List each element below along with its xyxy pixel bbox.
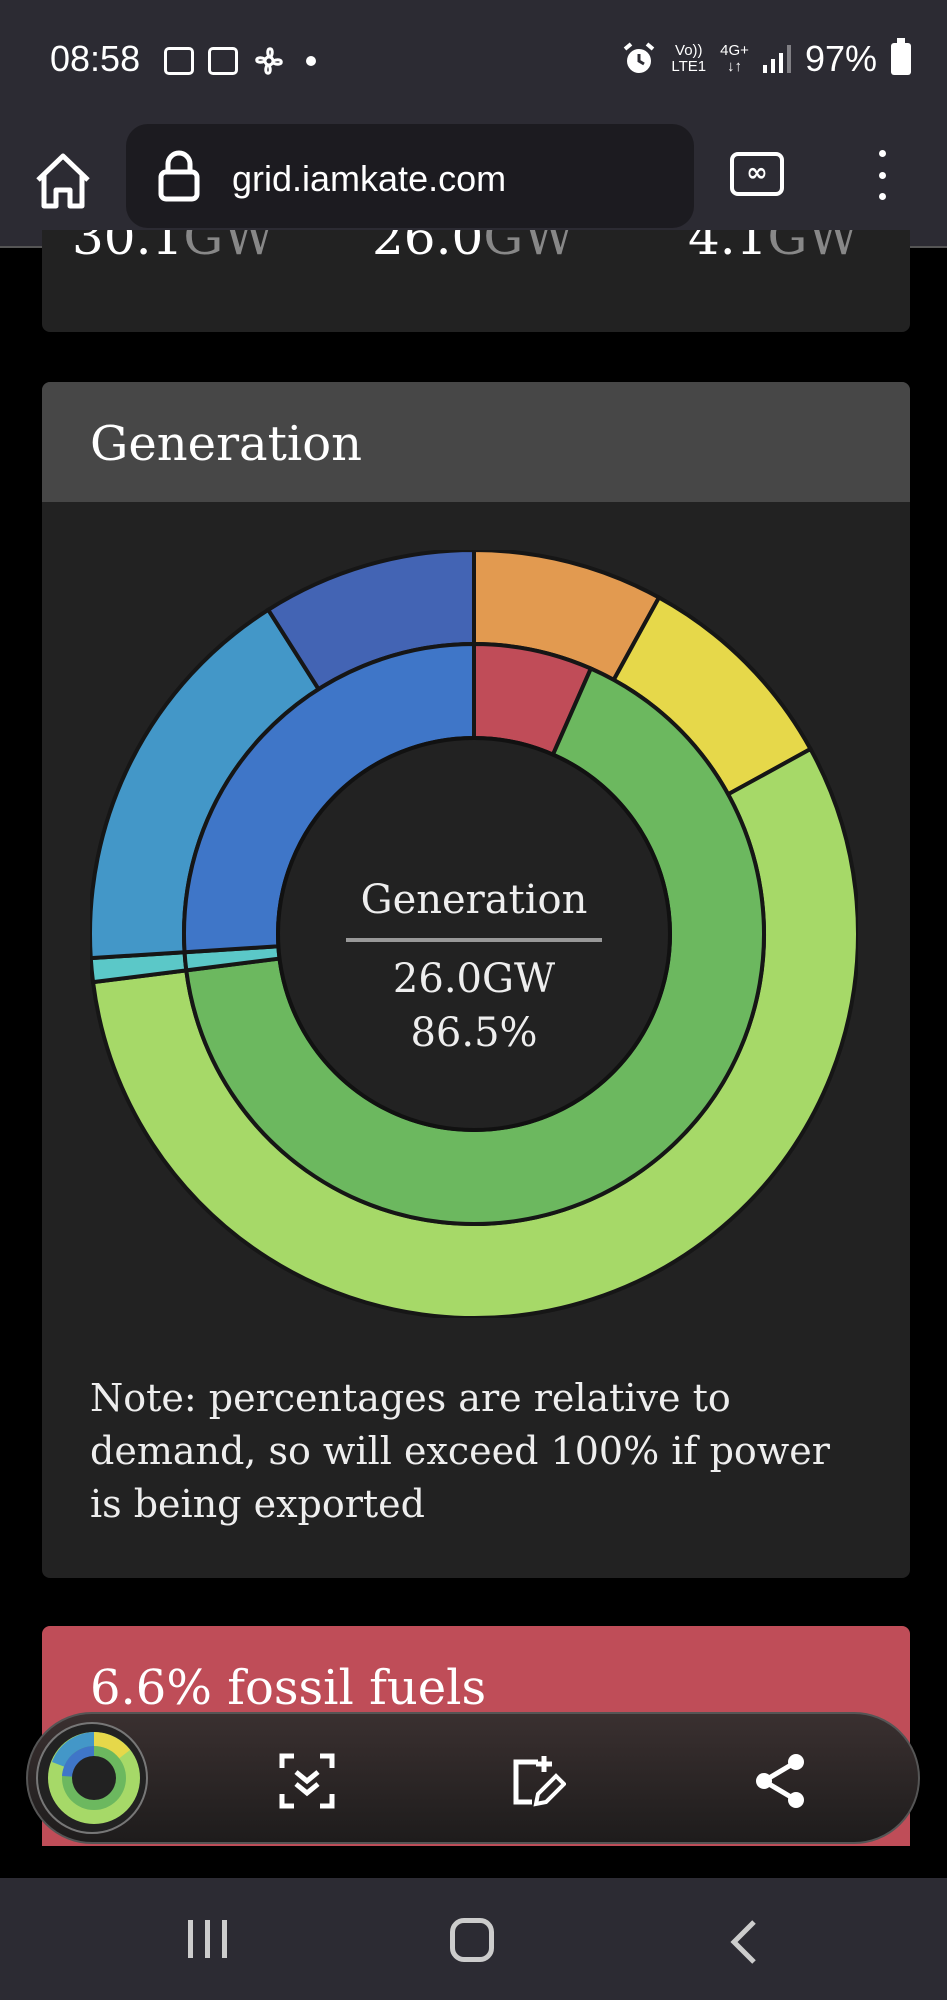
recent-apps-icon[interactable]: [188, 1920, 227, 1958]
home-icon[interactable]: [30, 148, 96, 214]
tabs-button[interactable]: ∞: [730, 152, 784, 196]
system-nav-bar: [0, 1878, 947, 2000]
battery-icon: [891, 38, 911, 75]
browser-toolbar: grid.iamkate.com ∞: [0, 120, 947, 248]
notification-dot-icon: [306, 56, 316, 66]
signal-icon: [762, 45, 791, 73]
generation-donut-chart: Generation 26.0GW 86.5%: [90, 550, 858, 1318]
url-text: grid.iamkate.com: [232, 158, 507, 199]
donut-center-title: Generation: [361, 877, 588, 923]
fossil-title: 6.6% fossil fuels: [90, 1660, 487, 1716]
voicemail-icon: [208, 47, 238, 75]
generation-note: Note: percentages are relative to demand…: [90, 1376, 830, 1526]
status-time: 08:58: [50, 38, 141, 79]
donut-center-percent: 86.5%: [410, 1010, 537, 1056]
home-nav-icon[interactable]: [450, 1918, 494, 1962]
network-type: 4G+ ↓↑: [720, 42, 749, 75]
share-icon[interactable]: [752, 1752, 810, 1810]
summary-generation: 26.0GW: [372, 230, 575, 266]
volte-indicator: Vo)) LTE1: [671, 42, 707, 75]
status-bar: 08:58 Vo)) LTE1 4G+ ↓↑ 97%: [0, 0, 947, 120]
summary-demand: 30.1GW: [72, 230, 275, 266]
scroll-capture-icon[interactable]: [278, 1752, 336, 1810]
summary-card: 30.1GW 26.0GW 4.1GW: [42, 230, 910, 332]
more-menu-icon[interactable]: [872, 150, 892, 200]
donut-center-value: 26.0GW: [393, 956, 555, 1002]
alarm-icon: [624, 42, 655, 73]
fan-icon: [255, 47, 283, 75]
gallery-icon: [164, 47, 194, 75]
data-arrows-icon: ↓↑: [727, 58, 743, 75]
back-icon[interactable]: [726, 1918, 760, 1966]
address-bar[interactable]: grid.iamkate.com: [126, 124, 694, 228]
lock-icon: [158, 150, 200, 202]
generation-card: Generation Generation 26.0GW 86.5% Note:…: [42, 382, 910, 1578]
generation-title: Generation: [42, 382, 910, 502]
summary-transfers: 4.1GW: [688, 230, 859, 266]
battery-percent: 97%: [804, 38, 877, 79]
edit-screenshot-icon[interactable]: [508, 1752, 566, 1810]
screenshot-thumbnail[interactable]: [36, 1722, 148, 1834]
screenshot-toolbar: [26, 1712, 920, 1844]
